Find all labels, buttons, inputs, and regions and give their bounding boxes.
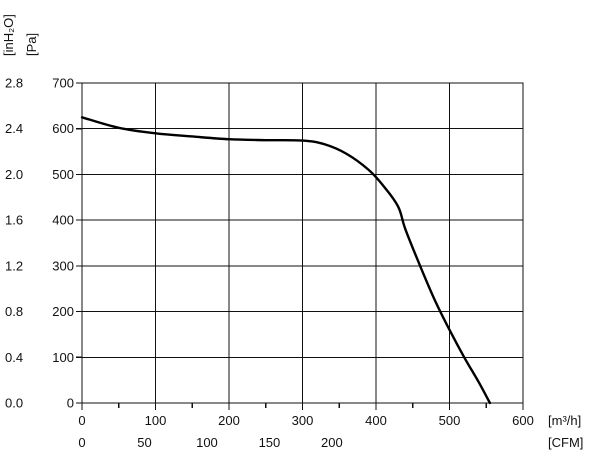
- x-primary-tick-label: 0: [78, 413, 85, 428]
- y-primary-unit-label: [Pa]: [24, 33, 39, 56]
- x-secondary-axis: 0 50 100 150 200: [78, 435, 342, 450]
- x-secondary-unit-label: [CFM]: [548, 435, 583, 450]
- y-secondary-tick-label: 0.8: [5, 304, 23, 319]
- y-primary-tick-label: 700: [52, 76, 74, 91]
- x-secondary-tick-label: 100: [196, 435, 218, 450]
- y-secondary-tick-label: 0.4: [5, 350, 23, 365]
- y-primary-axis: 0 100 200 300 400 500 600 700: [52, 76, 82, 411]
- x-primary-tick-label: 200: [218, 413, 240, 428]
- x-primary-tick-label: 100: [145, 413, 167, 428]
- grid: [82, 83, 523, 403]
- y-primary-tick-label: 500: [52, 167, 74, 182]
- x-secondary-tick-label: 200: [321, 435, 343, 450]
- y-primary-tick-label: 600: [52, 121, 74, 136]
- series-line: [80, 116, 492, 405]
- x-secondary-tick-label: 150: [259, 435, 281, 450]
- y-secondary-tick-label: 1.2: [5, 258, 23, 273]
- y-primary-tick-label: 0: [67, 396, 74, 411]
- x-secondary-tick-label: 50: [137, 435, 151, 450]
- y-primary-tick-label: 400: [52, 213, 74, 228]
- y-secondary-axis: 0.0 0.4 0.8 1.2 1.6 2.0 2.4 2.8: [5, 76, 23, 411]
- y-secondary-tick-label: 0.0: [5, 396, 23, 411]
- y-secondary-tick-label: 2.8: [5, 76, 23, 91]
- y-primary-tick-label: 300: [52, 258, 74, 273]
- y-secondary-tick-label: 2.0: [5, 167, 23, 182]
- x-secondary-tick-label: 0: [78, 435, 85, 450]
- x-primary-tick-label: 600: [512, 413, 534, 428]
- y-primary-tick-label: 100: [52, 350, 74, 365]
- series-layer: [80, 116, 492, 405]
- y-secondary-unit-label: [inH₂O]: [1, 14, 16, 56]
- x-primary-tick-label: 400: [365, 413, 387, 428]
- y-secondary-tick-label: 1.6: [5, 213, 23, 228]
- x-primary-tick-label: 300: [292, 413, 314, 428]
- y-primary-tick-label: 200: [52, 304, 74, 319]
- y-secondary-tick-label: 2.4: [5, 121, 23, 136]
- x-primary-tick-label: 500: [439, 413, 461, 428]
- x-primary-axis: 0 100 200 300 400 500 600: [78, 403, 534, 428]
- x-primary-unit-label: [m³/h]: [548, 413, 581, 428]
